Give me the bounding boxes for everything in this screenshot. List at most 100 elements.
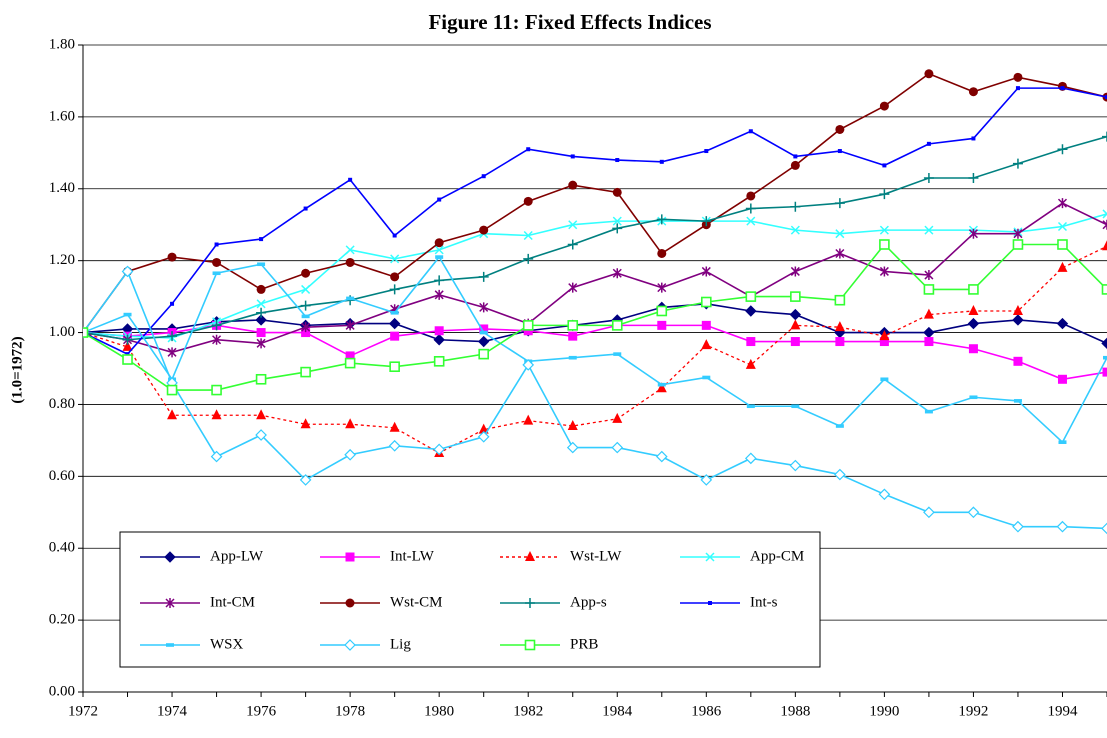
marker <box>879 266 889 277</box>
marker <box>522 359 535 371</box>
marker <box>123 312 132 317</box>
marker <box>968 304 979 315</box>
series-line <box>83 72 1107 334</box>
marker <box>570 154 575 159</box>
marker <box>211 409 222 420</box>
marker <box>301 328 311 338</box>
marker <box>1013 228 1023 239</box>
chart-title: Figure 11: Fixed Effects Indices <box>428 10 711 34</box>
marker <box>479 330 488 335</box>
marker <box>924 409 933 414</box>
marker <box>348 177 353 182</box>
marker <box>879 101 889 111</box>
marker <box>214 242 219 247</box>
marker <box>299 474 312 486</box>
legend-label: WSX <box>210 636 244 652</box>
marker <box>523 230 533 241</box>
x-tick-label: 1992 <box>958 703 988 719</box>
marker <box>212 257 222 267</box>
marker <box>437 197 442 202</box>
legend-marker <box>165 598 175 608</box>
marker <box>789 459 802 472</box>
marker <box>479 324 489 334</box>
marker <box>256 307 267 318</box>
marker <box>1102 240 1107 251</box>
legend-marker <box>344 639 356 651</box>
marker <box>968 87 978 97</box>
legend-marker <box>166 643 174 647</box>
marker <box>255 429 267 441</box>
marker <box>477 335 490 348</box>
marker <box>969 395 978 400</box>
marker <box>212 334 222 345</box>
marker <box>793 154 798 159</box>
marker <box>523 196 533 206</box>
marker <box>301 314 310 319</box>
marker <box>434 326 444 336</box>
marker <box>167 252 177 262</box>
marker <box>701 216 712 227</box>
marker <box>390 331 400 341</box>
marker <box>924 270 934 281</box>
legend-label: Int-LW <box>390 548 435 564</box>
marker <box>882 163 887 168</box>
series-line <box>83 324 1107 381</box>
marker <box>745 291 757 302</box>
marker <box>566 441 579 454</box>
marker <box>122 354 133 365</box>
marker <box>746 216 756 226</box>
x-tick-label: 1976 <box>246 703 277 719</box>
marker <box>968 284 979 295</box>
marker <box>390 310 399 315</box>
series-line <box>83 213 1107 339</box>
marker <box>390 272 400 282</box>
legend-label: App-LW <box>210 548 264 564</box>
marker <box>1102 131 1107 142</box>
marker <box>1057 374 1067 384</box>
marker <box>1012 520 1024 533</box>
y-tick-label: 0.00 <box>49 683 75 699</box>
marker <box>923 506 935 519</box>
x-tick-label: 1978 <box>335 703 365 719</box>
marker <box>924 69 934 79</box>
series-line <box>83 243 1107 391</box>
marker <box>301 284 311 294</box>
marker <box>1057 144 1068 155</box>
marker <box>345 418 356 429</box>
marker <box>834 321 845 332</box>
marker <box>479 225 489 235</box>
marker <box>1101 284 1107 295</box>
marker <box>478 348 489 360</box>
marker <box>656 382 667 393</box>
marker <box>790 201 801 212</box>
series-line <box>83 302 1107 345</box>
marker <box>568 180 578 190</box>
marker <box>745 358 756 369</box>
marker <box>259 237 264 242</box>
marker <box>568 331 578 341</box>
marker <box>879 337 889 347</box>
marker <box>701 296 712 308</box>
marker <box>256 409 267 420</box>
marker <box>923 172 934 183</box>
marker <box>1101 522 1107 535</box>
series-line <box>83 255 1107 444</box>
marker <box>835 337 845 347</box>
marker <box>1013 356 1023 366</box>
y-tick-label: 0.20 <box>49 612 75 628</box>
marker <box>477 430 490 443</box>
marker <box>212 271 221 276</box>
marker <box>433 356 445 367</box>
legend-marker <box>345 552 355 562</box>
marker <box>434 289 444 300</box>
marker <box>790 319 801 330</box>
marker <box>567 320 579 331</box>
marker <box>1102 367 1107 377</box>
marker <box>926 141 931 146</box>
marker <box>655 450 668 463</box>
marker <box>1103 355 1107 360</box>
plot-area <box>83 69 1107 535</box>
marker <box>790 291 801 302</box>
marker <box>880 377 889 382</box>
